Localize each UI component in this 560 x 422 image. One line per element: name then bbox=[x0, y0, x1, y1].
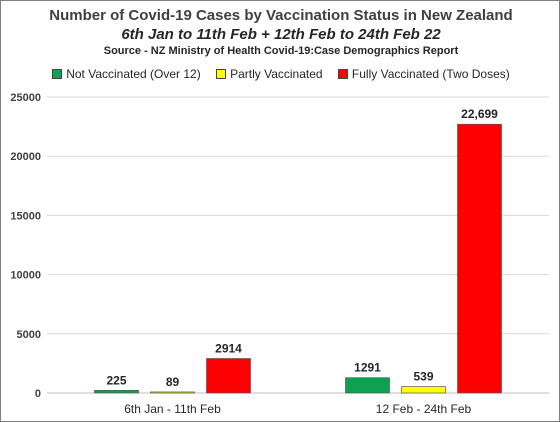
y-tick-label: 5000 bbox=[17, 329, 41, 341]
legend-item-fully-vaccinated: Fully Vaccinated (Two Doses) bbox=[337, 67, 510, 81]
legend-swatch-partly-vaccinated bbox=[216, 68, 227, 79]
chart-source: Source - NZ Ministry of Health Covid-19:… bbox=[103, 45, 459, 57]
chart-subtitle: 6th Jan to 11th Feb + 12th Feb to 24th F… bbox=[121, 26, 441, 43]
chart-title: Number of Covid-19 Cases by Vaccination … bbox=[49, 7, 513, 24]
legend: Not Vaccinated (Over 12) Partly Vaccinat… bbox=[1, 67, 560, 81]
data-label: 2914 bbox=[215, 341, 242, 355]
legend-item-not-vaccinated: Not Vaccinated (Over 12) bbox=[52, 67, 201, 81]
data-label: 22,699 bbox=[461, 107, 498, 121]
legend-swatch-not-vaccinated bbox=[52, 68, 63, 79]
x-tick-label: 12 Feb - 24th Feb bbox=[376, 402, 472, 416]
data-label: 89 bbox=[166, 375, 180, 389]
legend-label-not-vaccinated: Not Vaccinated (Over 12) bbox=[66, 67, 201, 81]
data-label: 225 bbox=[106, 373, 126, 387]
bar bbox=[401, 386, 446, 394]
bar bbox=[457, 123, 502, 394]
bar bbox=[206, 358, 251, 394]
legend-label-fully-vaccinated: Fully Vaccinated (Two Doses) bbox=[351, 67, 510, 81]
y-tick-label: 20000 bbox=[10, 151, 41, 163]
y-tick-label: 0 bbox=[35, 388, 41, 400]
y-tick-label: 25000 bbox=[10, 92, 41, 104]
legend-label-partly-vaccinated: Partly Vaccinated bbox=[230, 67, 323, 81]
y-tick-label: 15000 bbox=[10, 210, 41, 222]
legend-item-partly-vaccinated: Partly Vaccinated bbox=[216, 67, 323, 81]
y-tick-label: 10000 bbox=[10, 270, 41, 282]
bar bbox=[150, 391, 195, 394]
data-label: 1291 bbox=[354, 361, 381, 375]
x-tick-label: 6th Jan - 11th Feb bbox=[124, 402, 221, 416]
data-label: 539 bbox=[413, 370, 433, 384]
legend-swatch-fully-vaccinated bbox=[337, 68, 348, 79]
bar bbox=[345, 377, 390, 394]
bar bbox=[94, 389, 139, 394]
